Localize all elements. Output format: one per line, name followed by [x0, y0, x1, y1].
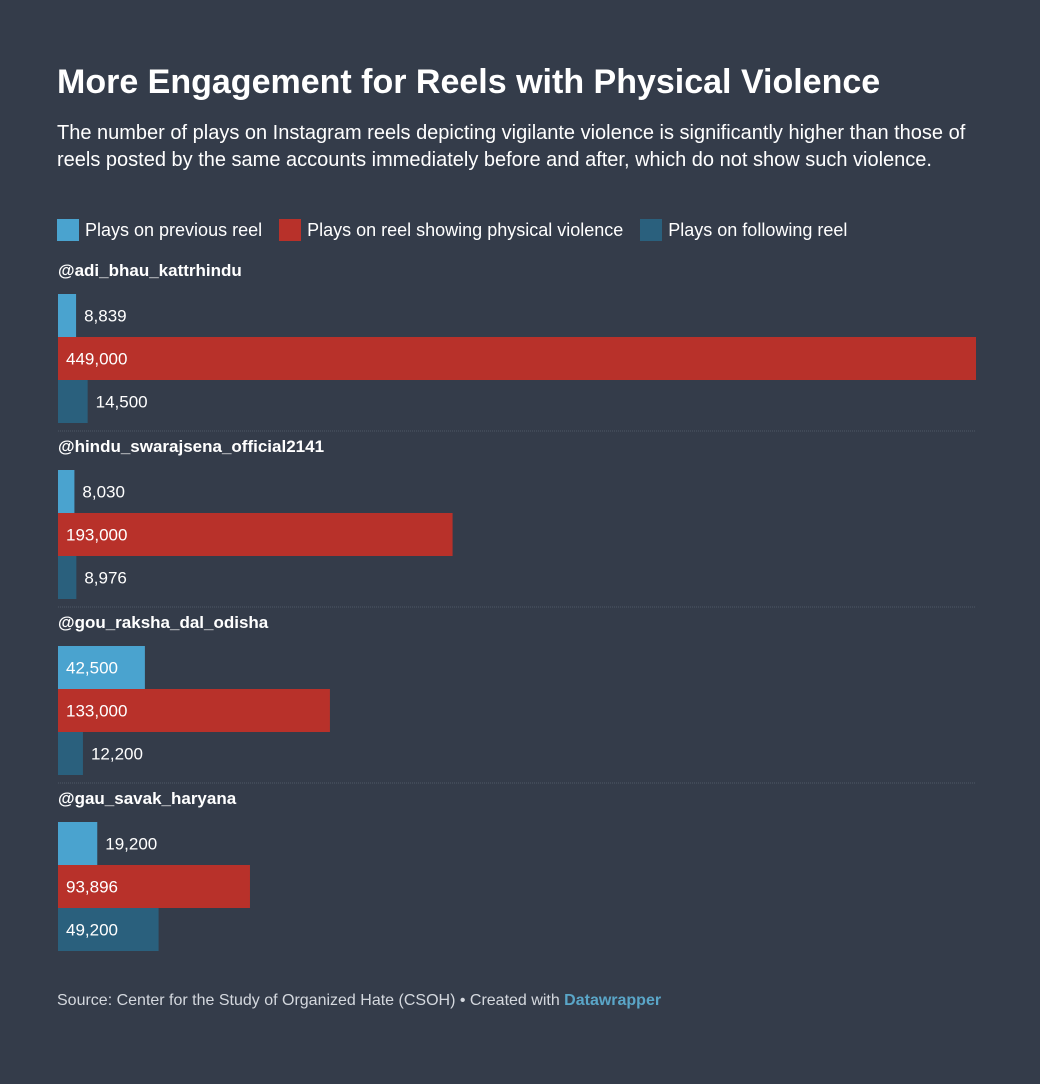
data-label: 133,000 — [66, 702, 127, 721]
chart-title: More Engagement for Reels with Physical … — [57, 63, 881, 101]
category-label: @hindu_swarajsena_official2141 — [58, 437, 324, 456]
data-label: 14,500 — [96, 393, 148, 412]
bar — [58, 646, 145, 689]
bar — [58, 865, 250, 908]
data-label: 449,000 — [66, 350, 127, 369]
bar — [58, 294, 77, 337]
legend-swatch-violence — [279, 219, 302, 241]
legend-label-previous: Plays on previous reel — [85, 220, 263, 240]
bar — [58, 689, 330, 732]
data-label: 12,200 — [91, 745, 143, 764]
bar — [58, 556, 77, 599]
category-label: @gou_raksha_dal_odisha — [58, 613, 269, 632]
legend-label-following: Plays on following reel — [668, 220, 848, 240]
data-label: 8,030 — [82, 483, 125, 502]
legend-item-previous: Plays on previous reel — [57, 218, 262, 242]
legend-swatch-following — [640, 219, 663, 241]
legend: Plays on previous reel Plays on reel sho… — [57, 218, 864, 242]
category-label: @gau_savak_haryana — [58, 789, 237, 808]
source-text: Source: Center for the Study of Organize… — [57, 992, 565, 1009]
legend-item-violence: Plays on reel showing physical violence — [279, 218, 623, 242]
data-label: 49,200 — [66, 921, 118, 940]
chart-subtitle: The number of plays on Instagram reels d… — [57, 122, 966, 171]
data-label: 93,896 — [66, 878, 118, 897]
bar — [58, 822, 98, 865]
data-label: 42,500 — [66, 659, 118, 678]
data-label: 8,839 — [84, 307, 127, 326]
legend-item-following: Plays on following reel — [640, 218, 847, 242]
bar — [58, 513, 453, 556]
source-note: Source: Center for the Study of Organize… — [57, 990, 661, 1012]
data-label: 8,976 — [84, 569, 127, 588]
legend-swatch-previous — [57, 219, 79, 241]
bar — [58, 908, 159, 951]
category-label: @adi_bhau_kattrhindu — [58, 261, 242, 280]
bar — [58, 732, 83, 775]
bar-chart: @adi_bhau_kattrhindu 8,839 449,000 14,500 @h… — [58, 261, 976, 951]
datawrapper-link[interactable]: Datawrapper — [564, 992, 662, 1009]
data-label: 19,200 — [105, 835, 157, 854]
legend-label-violence: Plays on reel showing physical violence — [307, 220, 624, 240]
bar — [58, 470, 75, 513]
data-label: 193,000 — [66, 526, 127, 545]
bar — [58, 337, 976, 380]
bar — [58, 380, 88, 423]
